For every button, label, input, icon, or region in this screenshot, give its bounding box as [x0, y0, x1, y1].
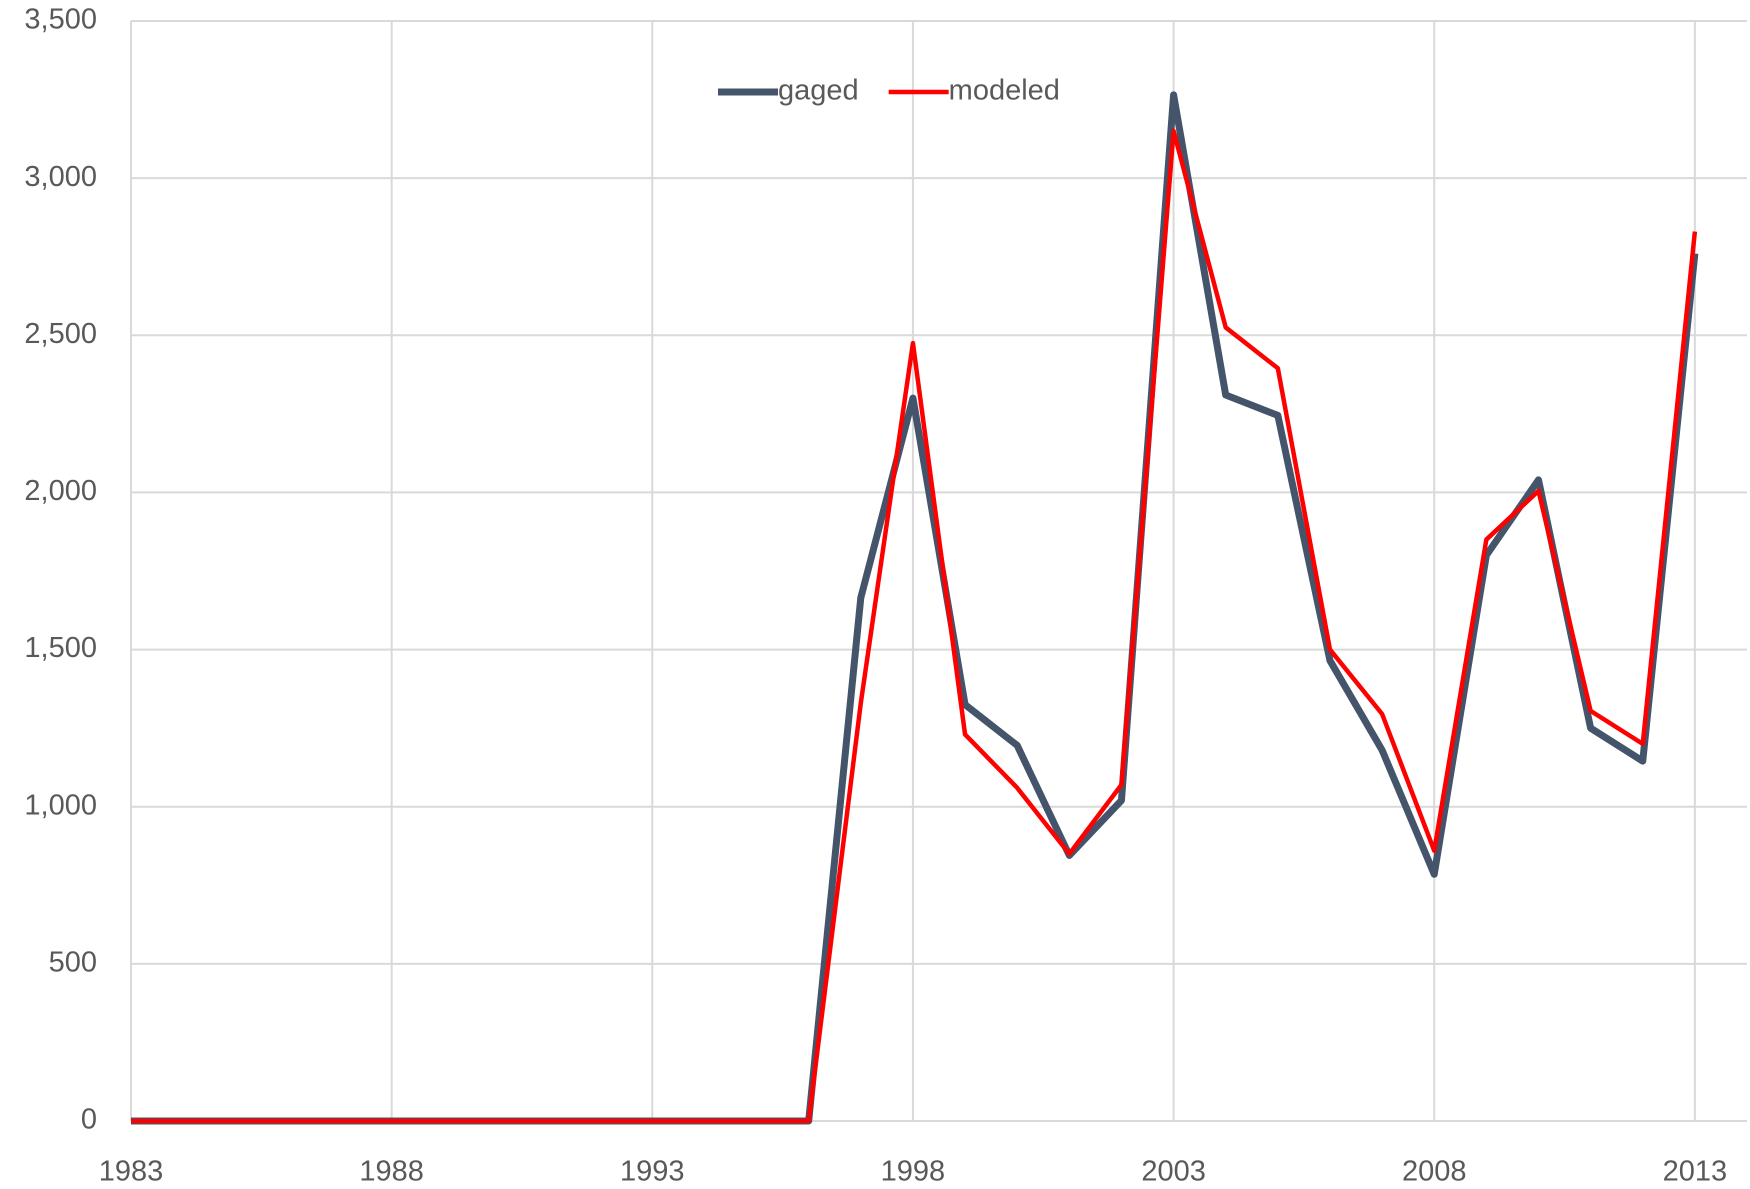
- y-tick-label: 1,500: [24, 632, 97, 664]
- x-tick-label: 1988: [359, 1156, 424, 1188]
- y-tick-label: 500: [49, 947, 97, 979]
- y-tick-label: 3,500: [24, 4, 97, 36]
- x-tick-label: 1983: [99, 1156, 164, 1188]
- y-tick-label: 2,500: [24, 318, 97, 350]
- x-tick-label: 2013: [1663, 1156, 1728, 1188]
- x-tick-label: 1993: [620, 1156, 685, 1188]
- y-tick-label: 3,000: [24, 161, 97, 193]
- x-tick-label: 2003: [1141, 1156, 1206, 1188]
- y-tick-label: 2,000: [24, 475, 97, 507]
- x-tick-label: 1998: [881, 1156, 946, 1188]
- y-tick-label: 1,000: [24, 789, 97, 821]
- y-tick-label: 0: [81, 1104, 97, 1136]
- legend-label: gaged: [778, 75, 859, 107]
- line-series: [131, 128, 1698, 1124]
- legend-label: modeled: [949, 75, 1060, 107]
- x-tick-label: 2008: [1402, 1156, 1467, 1188]
